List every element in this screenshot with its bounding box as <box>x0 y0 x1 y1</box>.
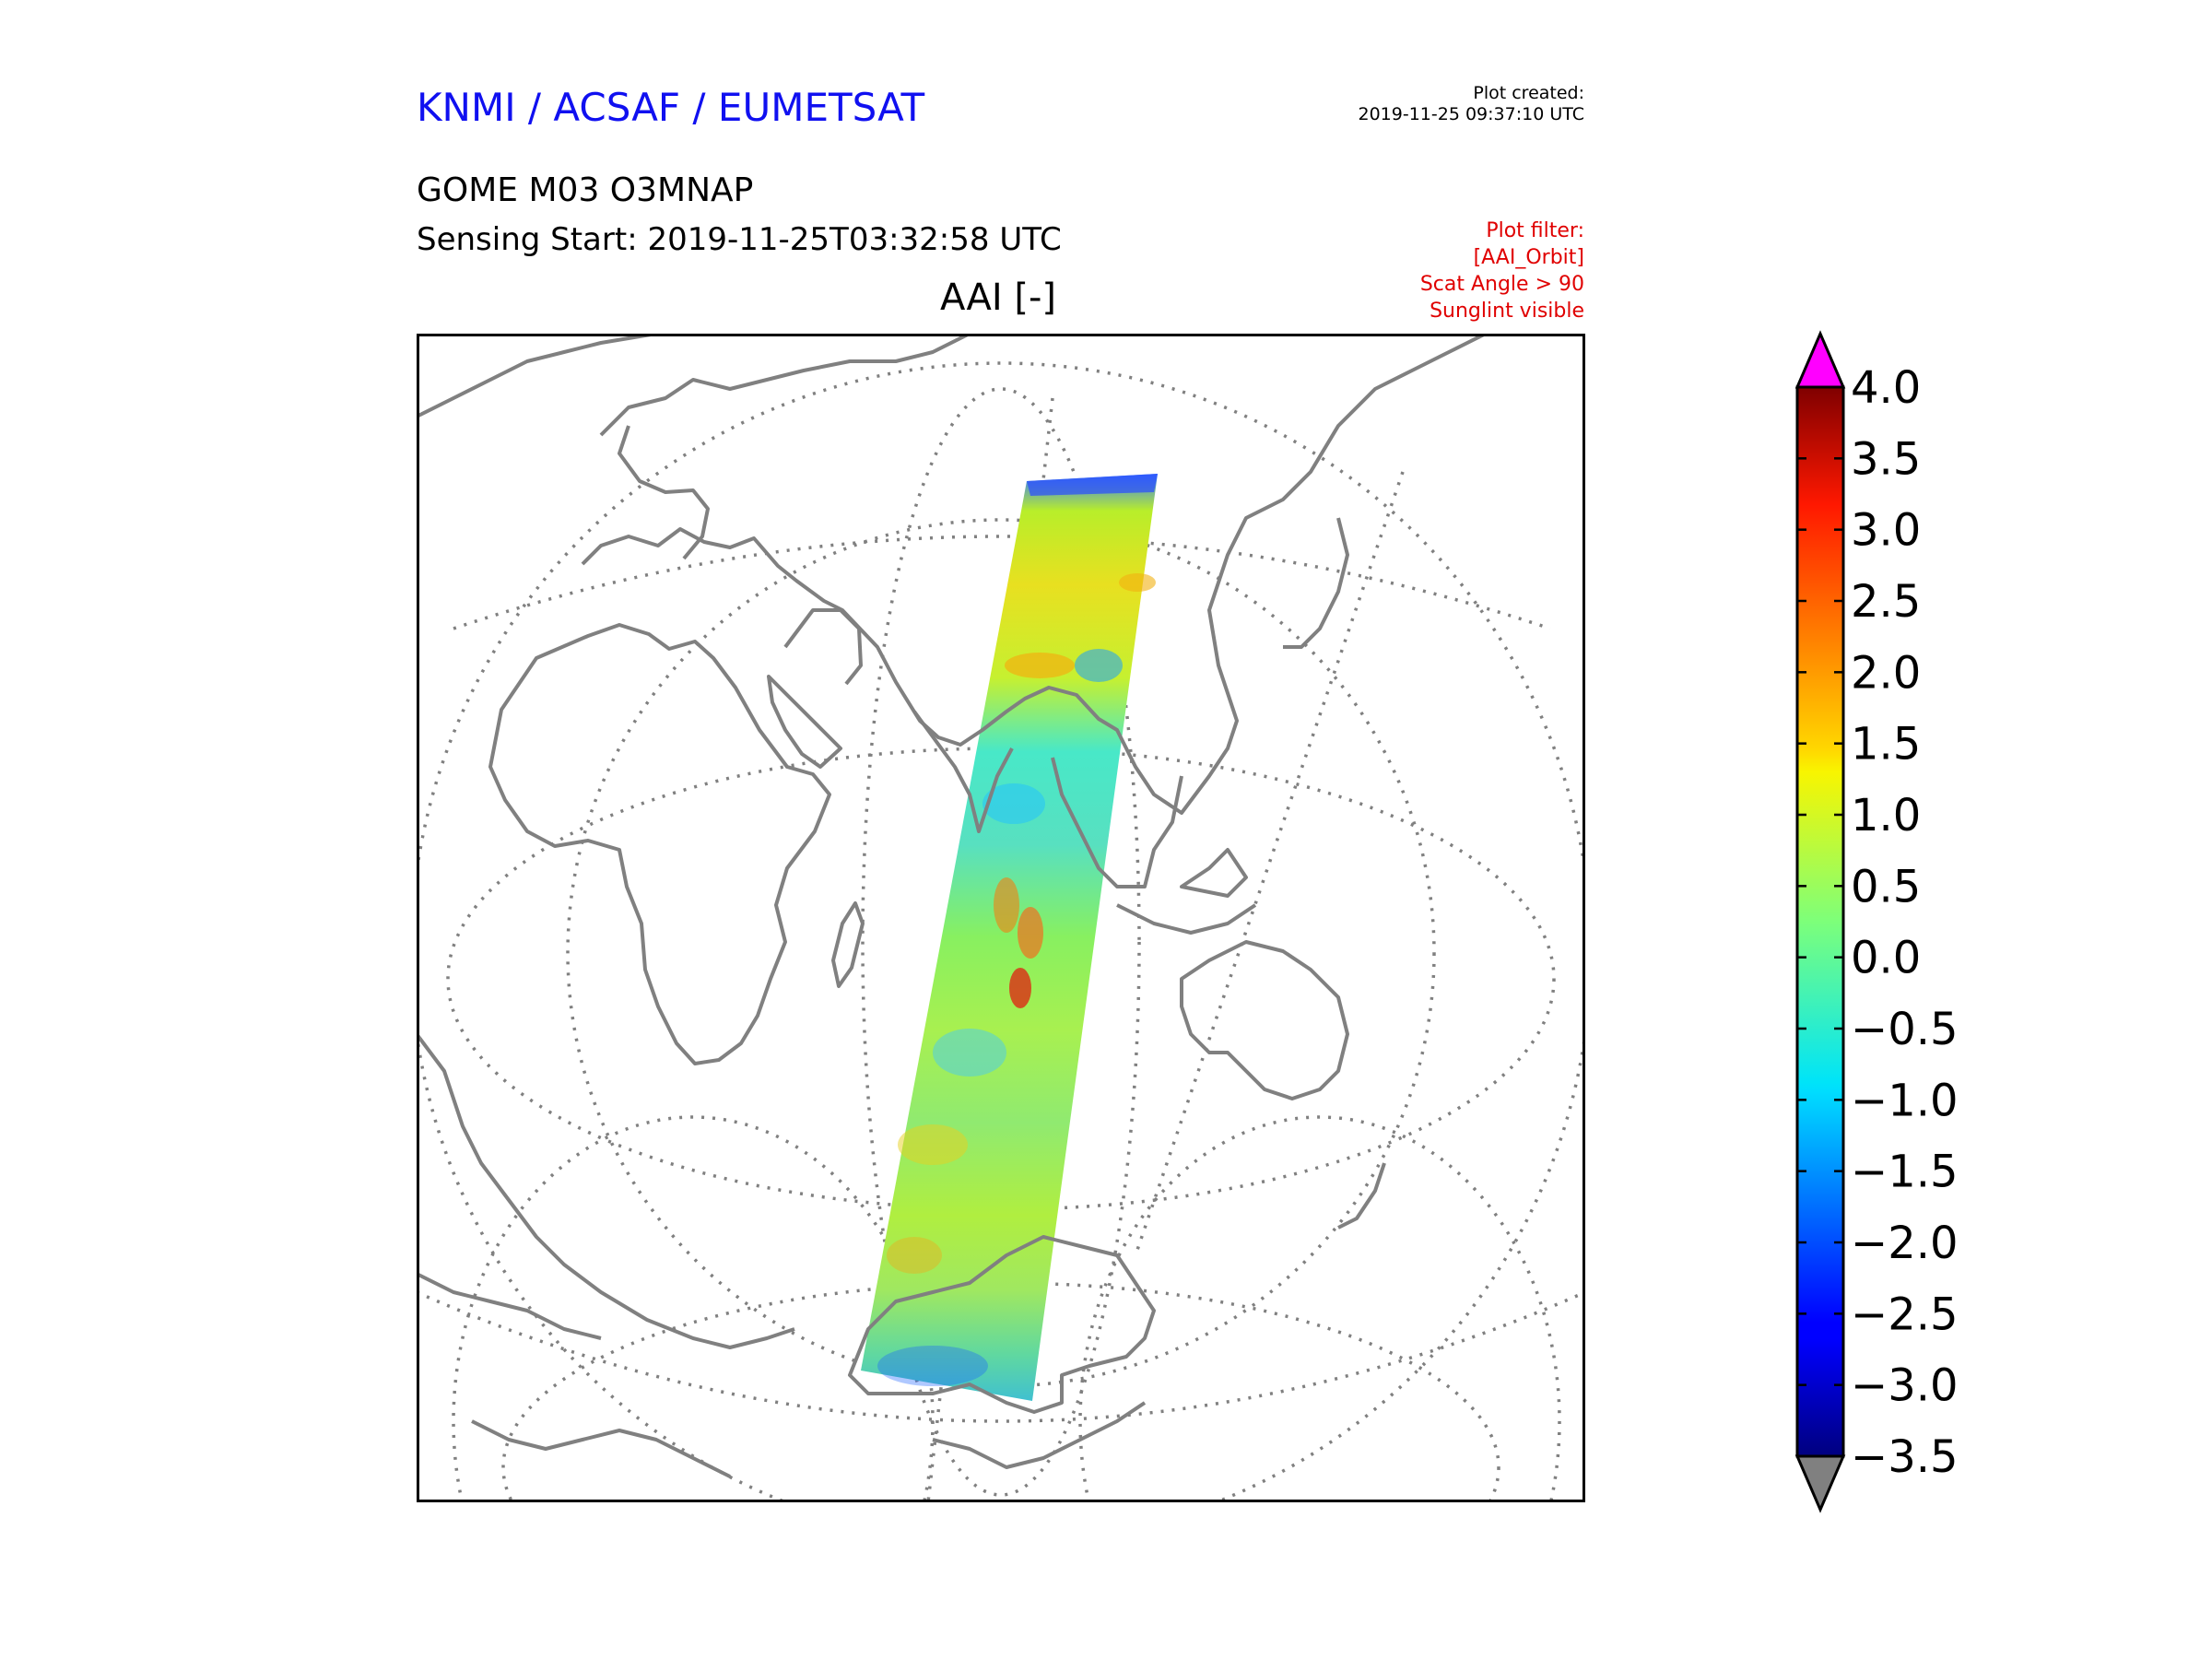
colorbar-tick-label: 2.0 <box>1851 647 1921 699</box>
plot-created-label: Plot created: <box>1473 83 1584 103</box>
filter-line: [AAI_Orbit] <box>1473 246 1584 269</box>
colorbar-tick-label: −2.0 <box>1851 1218 1959 1269</box>
colorbar-tick-label: 1.0 <box>1851 790 1921 841</box>
colorbar-over-arrow <box>1794 330 1846 389</box>
colorbar-tick-label: −3.5 <box>1851 1431 1959 1483</box>
plot-filter: Plot filter: [AAI_Orbit] Scat Angle > 90… <box>1420 218 1584 324</box>
map-panel <box>417 334 1585 1502</box>
colorbar-tick-label: 2.5 <box>1851 576 1921 628</box>
filter-line: Sunglint visible <box>1430 300 1584 323</box>
plot-created: Plot created: 2019-11-25 09:37:10 UTC <box>1359 83 1585 125</box>
colorbar-tick-label: 3.0 <box>1851 505 1921 557</box>
colorbar-tick-label: 3.5 <box>1851 433 1921 485</box>
plot-created-value: 2019-11-25 09:37:10 UTC <box>1358 104 1585 124</box>
colorbar-tick-label: 4.0 <box>1851 362 1921 414</box>
colorbar-under-arrow <box>1794 1454 1846 1513</box>
sensing-start: Sensing Start: 2019-11-25T03:32:58 UTC <box>417 221 1062 258</box>
map-title: AAI [-] <box>940 276 1056 319</box>
colorbar-tick-label: −2.5 <box>1851 1288 1959 1340</box>
coastlines <box>417 334 1487 1478</box>
colorbar-tick-label: 1.5 <box>1851 719 1921 771</box>
data-swath <box>861 474 1158 1401</box>
product-title: GOME M03 O3MNAP <box>417 171 754 209</box>
map-frame <box>417 334 1585 1502</box>
colorbar: 4.0 3.5 3.0 2.5 2.0 1.5 1.0 0.5 0.0 −0.5 −1.0 −1.5 −… <box>1794 330 1959 1513</box>
colorbar-tick-label: −1.5 <box>1851 1147 1959 1198</box>
colorbar-scale <box>1795 385 1845 1458</box>
colorbar-tick-label: −3.0 <box>1851 1360 1959 1412</box>
colorbar-tick-label: −1.0 <box>1851 1075 1959 1126</box>
colorbar-tick-label: −0.5 <box>1851 1004 1959 1055</box>
filter-line: Scat Angle > 90 <box>1419 273 1584 296</box>
colorbar-ticks: 4.0 3.5 3.0 2.5 2.0 1.5 1.0 0.5 0.0 −0.5 −1.0 −1.5 −… <box>1797 362 1959 1483</box>
filter-line: Plot filter: <box>1486 219 1584 242</box>
colorbar-tick-label: 0.0 <box>1851 933 1921 984</box>
organization-title: KNMI / ACSAF / EUMETSAT <box>417 85 925 130</box>
colorbar-tick-label: 0.5 <box>1851 861 1921 912</box>
